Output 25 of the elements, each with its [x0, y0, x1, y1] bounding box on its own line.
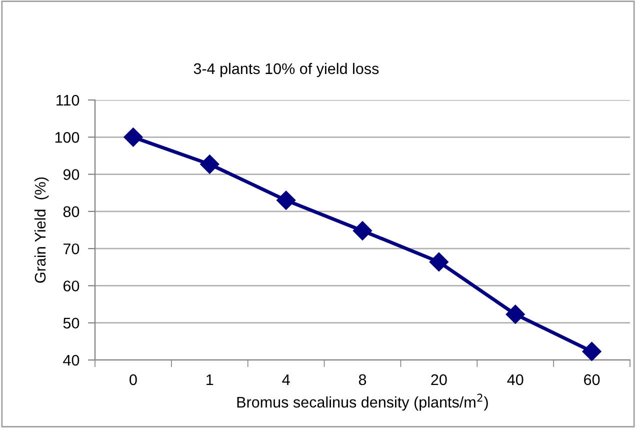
y-tick-label: 80 [63, 206, 80, 218]
point [200, 154, 220, 174]
point [429, 252, 448, 272]
y-tick-label: 60 [64, 280, 80, 292]
y-tick-label: 110 [56, 94, 80, 106]
y-tick-label: 50 [63, 318, 80, 329]
y-tick-label: 40 [63, 354, 80, 366]
point [352, 221, 372, 240]
x-tick-label: 60 [584, 374, 600, 386]
y-tick-label: 90 [63, 169, 80, 180]
point [582, 342, 602, 361]
point [506, 304, 525, 324]
point [124, 128, 143, 147]
x-tick-label: 40 [507, 374, 524, 386]
x-tick-label: 1 [206, 374, 214, 385]
x-tick-label: 20 [431, 374, 447, 386]
x-tick-label: 4 [282, 374, 290, 385]
x-tick-label: 0 [130, 374, 137, 386]
point [276, 190, 296, 210]
y-tick-label: 70 [64, 243, 80, 254]
y-axis-title: Grain Yield (%) [34, 177, 49, 283]
x-axis-title: Bromus secalinus density (plants/m$^{2}$) [237, 394, 488, 411]
y-tick-label: 100 [55, 132, 80, 143]
x-tick-label: 8 [358, 374, 366, 386]
text: 3-4 plants 10% of yield loss [194, 62, 379, 78]
